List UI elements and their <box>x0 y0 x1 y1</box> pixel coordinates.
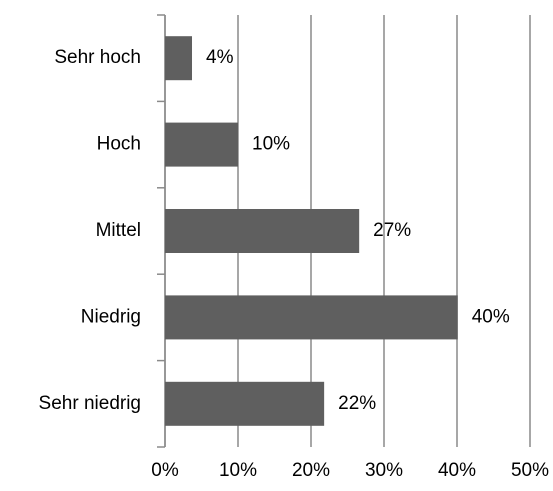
data-label: 27% <box>373 220 411 241</box>
data-label: 4% <box>206 47 234 68</box>
y-tick-label: Niedrig <box>81 306 141 327</box>
x-tick-label: 50% <box>511 460 549 481</box>
y-tick-label: Sehr niedrig <box>39 393 141 414</box>
x-tick-label: 10% <box>219 460 257 481</box>
y-tick-label: Hoch <box>97 134 141 155</box>
data-label: 22% <box>338 393 376 414</box>
bar <box>165 295 458 340</box>
bar <box>165 209 360 253</box>
x-tick-label: 40% <box>438 460 476 481</box>
bar <box>165 381 325 426</box>
bar <box>165 122 238 167</box>
bar <box>165 36 193 81</box>
data-label: 10% <box>252 134 290 155</box>
x-tick-label: 30% <box>365 460 403 481</box>
y-tick-label: Mittel <box>96 220 141 241</box>
y-tick-label: Sehr hoch <box>54 47 141 68</box>
x-tick-label: 20% <box>292 460 330 481</box>
data-label: 40% <box>472 306 510 327</box>
x-tick-label: 0% <box>151 460 179 481</box>
